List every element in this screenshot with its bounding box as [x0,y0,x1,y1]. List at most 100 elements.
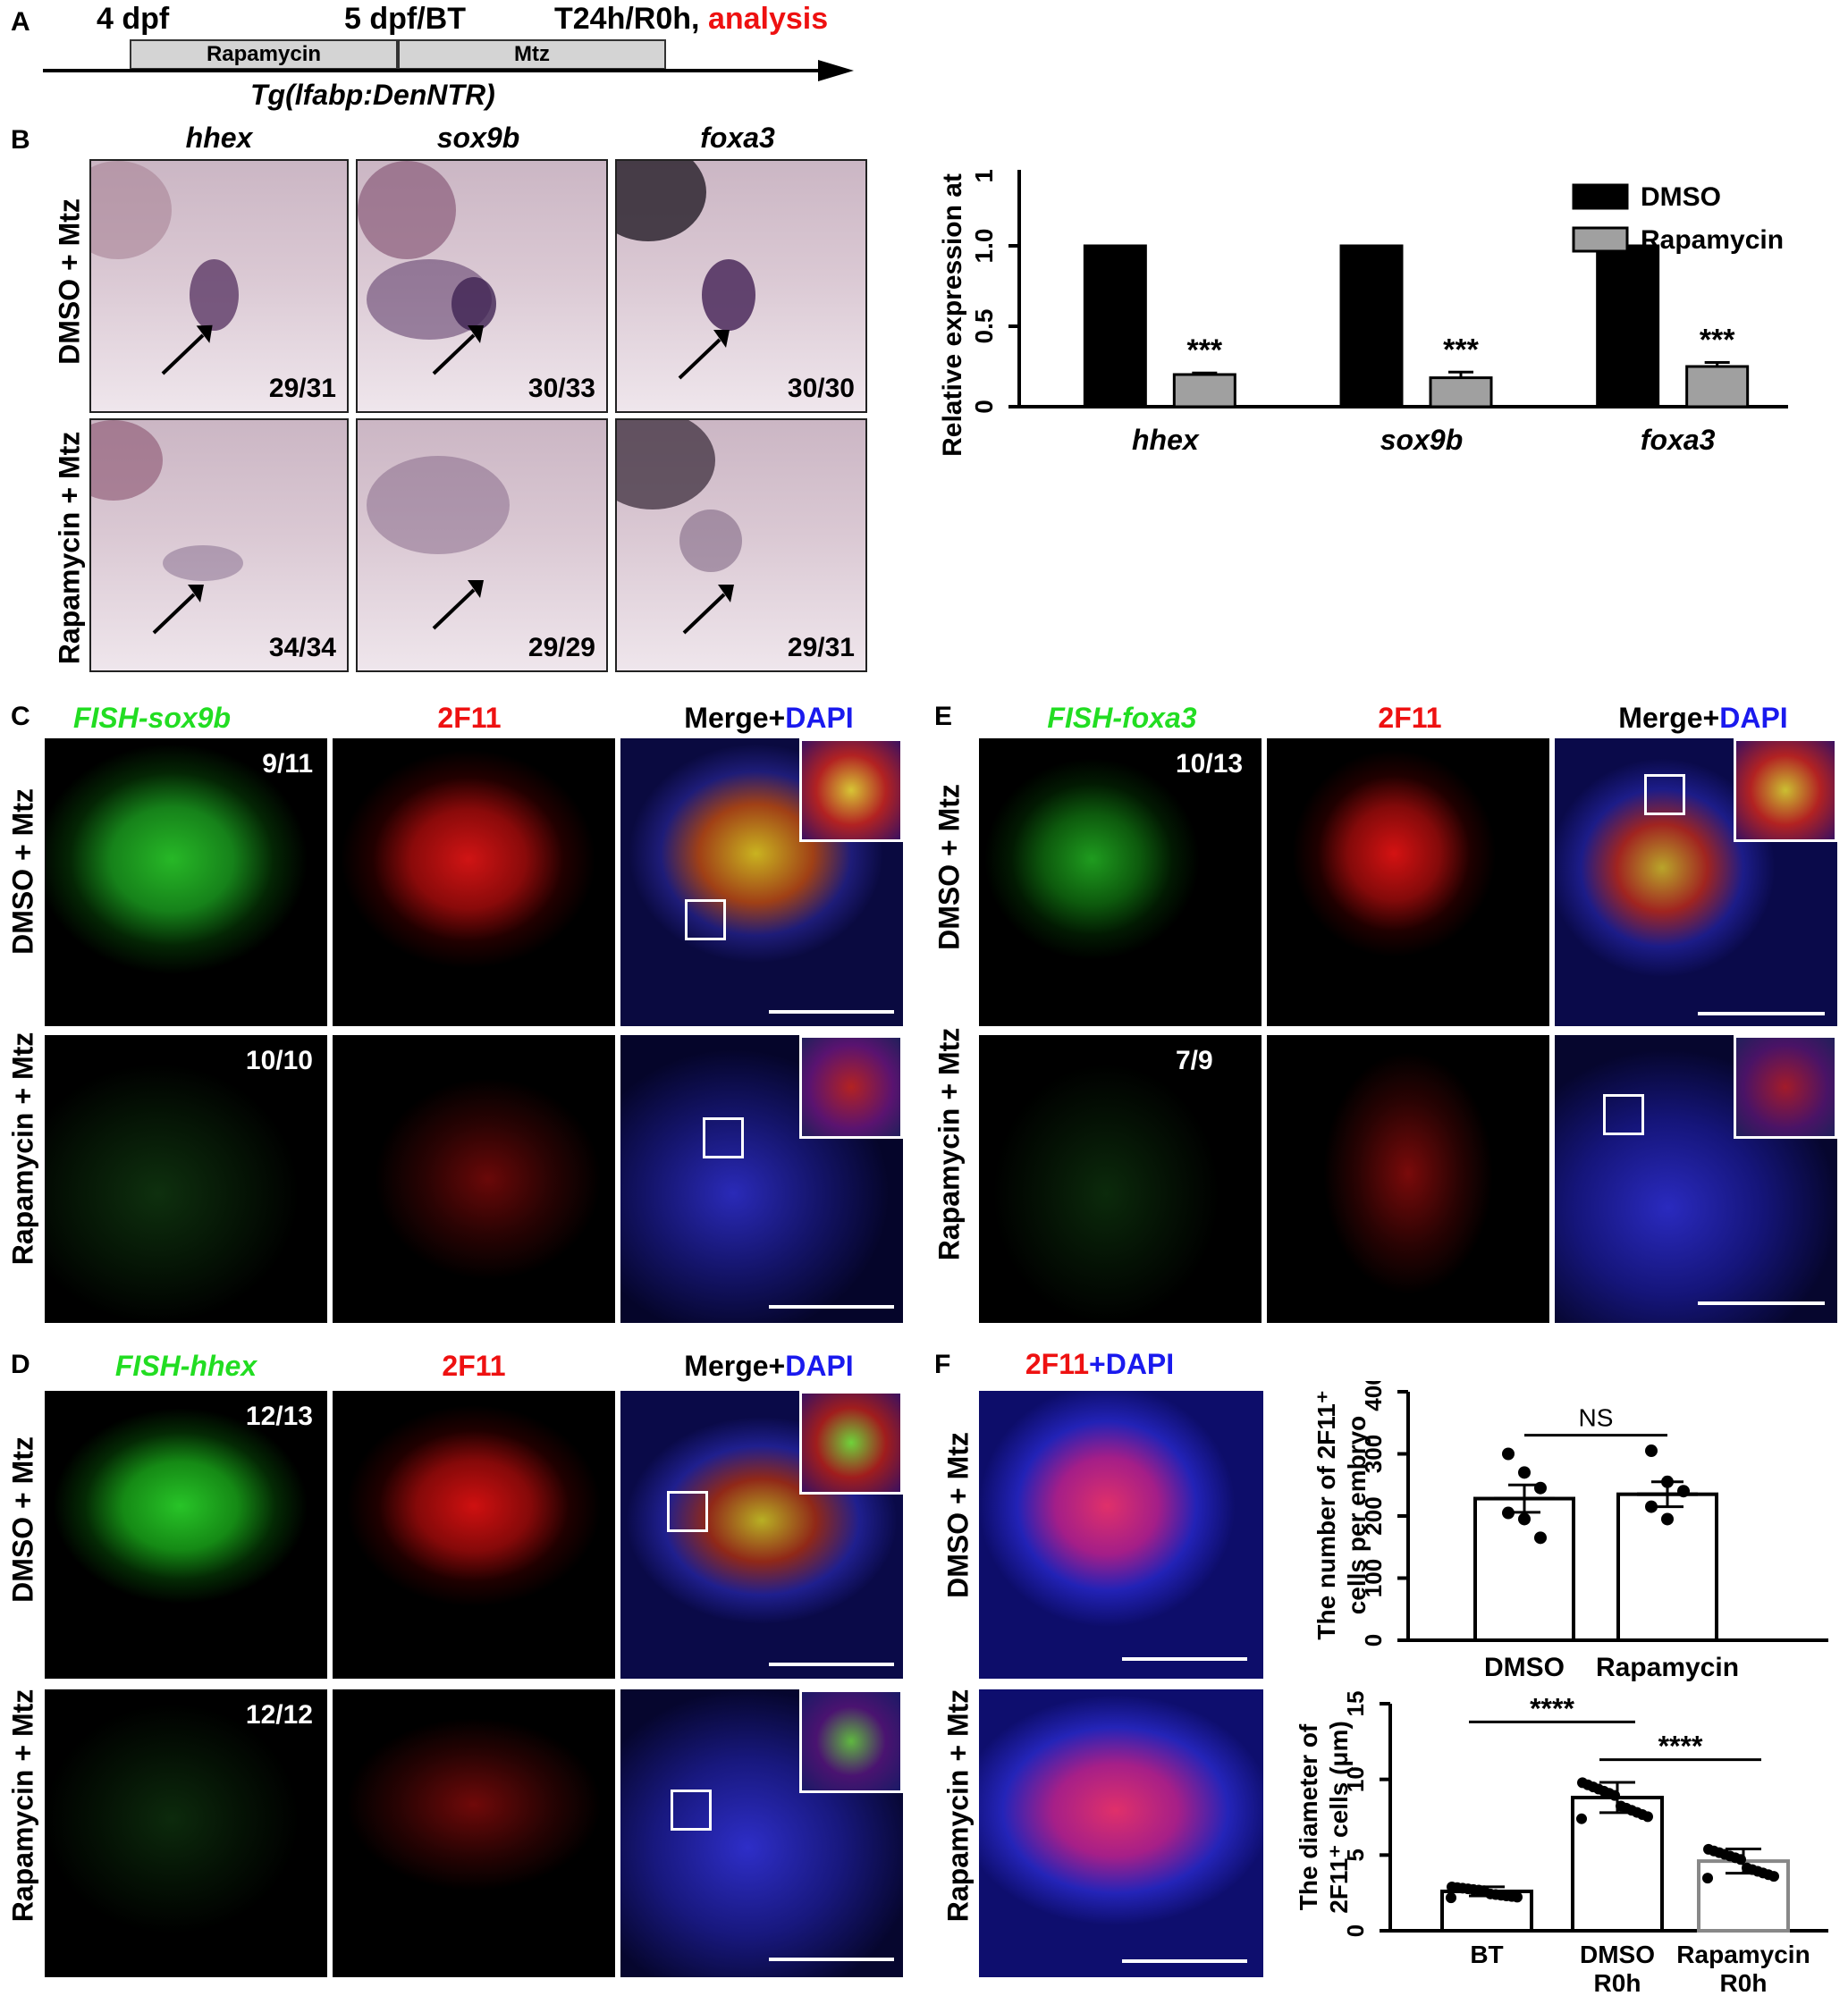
f-row-dmso: DMSO + Mtz [941,1432,975,1598]
data-point [1485,1888,1496,1899]
e-image-dmso-merge [1555,738,1837,1026]
merge-text: Merge+ [1618,702,1720,734]
e-col-merge: Merge+DAPI [1618,702,1787,735]
y-tick-label: 5 [1342,1849,1369,1861]
significance-label: *** [1443,333,1479,366]
y-tick-label: 0 [1342,1924,1369,1937]
scale-bar [769,1010,894,1014]
ish-image-dmso-foxa3: 30/30 [615,159,867,413]
y-axis-label: The diameter of [1295,1723,1322,1910]
zoom-inset [799,1391,903,1495]
dapi-text: DAPI [1719,702,1788,734]
y-tick-label: 1.5 [970,170,998,182]
y-tick-label: 15 [1342,1691,1369,1717]
category-label: hhex [1132,424,1200,456]
data-point [1677,1485,1690,1498]
significance-label: *** [1700,324,1735,358]
significance-label: NS [1579,1404,1614,1432]
c-image-rapamycin-fish: 10/10 [45,1035,327,1323]
data-point [1661,1512,1674,1526]
f-row-rapamycin: Rapamycin + Mtz [941,1689,975,1923]
zoom-region-box [703,1117,744,1158]
d-image-dmso-fish: 12/13 [45,1391,327,1679]
data-point [1502,1447,1515,1461]
bar-dmso [1339,244,1404,408]
scale-bar [1698,1012,1825,1015]
legend-label: Rapamycin [1641,225,1784,255]
data-point [1518,1512,1531,1526]
merge-text: Merge+ [684,1350,786,1382]
bar-rapamycin [1685,365,1750,408]
d-row-dmso: DMSO + Mtz [6,1436,39,1603]
zoom-inset [1734,738,1837,842]
data-point [1703,1843,1714,1855]
category-label: Rapamycin [1676,1941,1810,1968]
e-image-dmso-fish: 10/13 [979,738,1262,1026]
data-point [1661,1475,1674,1488]
category-label: foxa3 [1641,424,1716,456]
ish-col-hhex: hhex [185,122,253,154]
zoom-region-box [685,899,726,940]
fish-count: 10/13 [1176,749,1244,779]
scale-bar [769,1663,894,1666]
scale-bar [769,1305,894,1309]
ish-count: 29/31 [268,374,336,403]
f-image-dmso [979,1391,1263,1679]
chart-relative-expression: 0 0.5 1.0 1.5Relative expression at R0h *** h… [938,170,1788,457]
zoom-inset [1734,1035,1837,1139]
d-col-fish-hhex: FISH-hhex [114,1350,257,1382]
bar-dmso [1083,244,1147,408]
dapi-text: DAPI [785,702,854,734]
e-col-2f11: 2F11 [1378,702,1442,734]
category-label: DMSO [1484,1653,1565,1682]
c-image-dmso-fish: 9/11 [45,738,327,1026]
ish-image-rapamycin-sox9b: 29/29 [356,418,608,672]
c-row-dmso: DMSO + Mtz [6,788,39,955]
e-image-rapamycin-fish: 7/9 [979,1035,1262,1323]
d-image-rapamycin-fish: 12/12 [45,1689,327,1977]
scale-bar [1698,1301,1825,1305]
d-image-dmso-2f11 [333,1391,615,1679]
f-dapi-text: +DAPI [1089,1348,1175,1380]
data-point [1534,1481,1547,1495]
y-axis-label: cells per embryo [1343,1416,1371,1615]
zoom-inset [799,738,903,842]
fish-count: 12/12 [245,1700,313,1730]
e-row-dmso: DMSO + Mtz [932,784,966,950]
ish-count: 30/33 [527,374,595,403]
chart-2f11-cell-diameter: 0 5 10 15 The diameter of 2F11⁺ cells (μm) BT D… [1295,1691,1828,1992]
ish-count: 30/30 [787,374,855,403]
e-image-dmso-2f11 [1267,738,1549,1026]
e-col-fish-foxa3: FISH-foxa3 [1047,702,1197,734]
data-point [1645,1444,1658,1458]
y-tick-label: 0 [970,400,998,414]
ish-count: 29/29 [527,633,595,662]
ish-count: 29/31 [787,633,855,662]
y-tick-label: 400 [1360,1381,1387,1411]
timeline-arrow [43,60,854,81]
panel-label-d: D [11,1350,30,1379]
ish-image-rapamycin-foxa3: 29/31 [615,418,867,672]
zoom-region-box [667,1491,708,1532]
legend-label: DMSO [1641,182,1721,212]
significance-label: *** [1186,333,1222,367]
f-2f11-text: 2F11 [1025,1348,1090,1380]
category-label: R0h [1594,1969,1641,1992]
data-point [1577,1777,1588,1789]
c-col-fish-sox9b: FISH-sox9b [72,702,232,734]
timeline-label-5dpf: 5 dpf/BT [344,2,466,36]
significance-label: **** [1530,1692,1574,1724]
ish-image-dmso-hhex: 29/31 [89,159,349,413]
data-point [1576,1813,1587,1824]
transgenic-line-label: Tg(lfabp:DenNTR) [250,79,495,111]
c-image-rapamycin-2f11 [333,1035,615,1323]
chart-2f11-cell-number: 0 100 200 300 400 The number of 2F11⁺ cells pe… [1312,1381,1828,1682]
ish-image-dmso-sox9b: 30/33 [356,159,608,413]
f-image-rapamycin [979,1689,1263,1977]
data-point [1502,1506,1515,1520]
e-row-rapamycin: Rapamycin + Mtz [932,1027,966,1261]
category-label: sox9b [1380,424,1463,456]
c-image-dmso-2f11 [333,738,615,1026]
dapi-text: DAPI [785,1350,854,1382]
category-label: Rapamycin [1596,1653,1739,1682]
